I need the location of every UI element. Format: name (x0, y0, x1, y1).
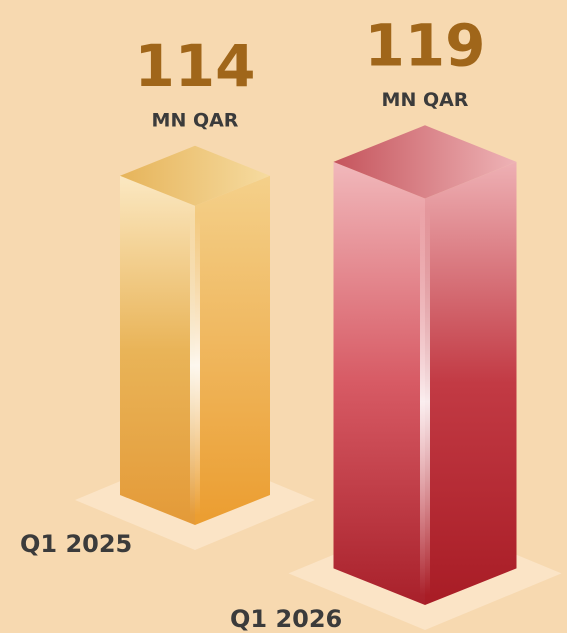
bar (333, 161, 425, 605)
bar-shine (190, 215, 200, 516)
bar-side (425, 161, 517, 605)
bar-top (120, 145, 270, 206)
unit-label: MN QAR (382, 89, 469, 111)
value-label: 119 (364, 11, 485, 79)
unit-label: MN QAR (152, 109, 239, 131)
bar (120, 175, 195, 526)
category-label: Q1 2025 (20, 530, 132, 558)
bar-side (195, 175, 270, 526)
value-label: 114 (134, 32, 255, 100)
bar-top (333, 125, 517, 199)
bar-shine (420, 208, 430, 595)
category-label: Q1 2026 (230, 605, 342, 633)
